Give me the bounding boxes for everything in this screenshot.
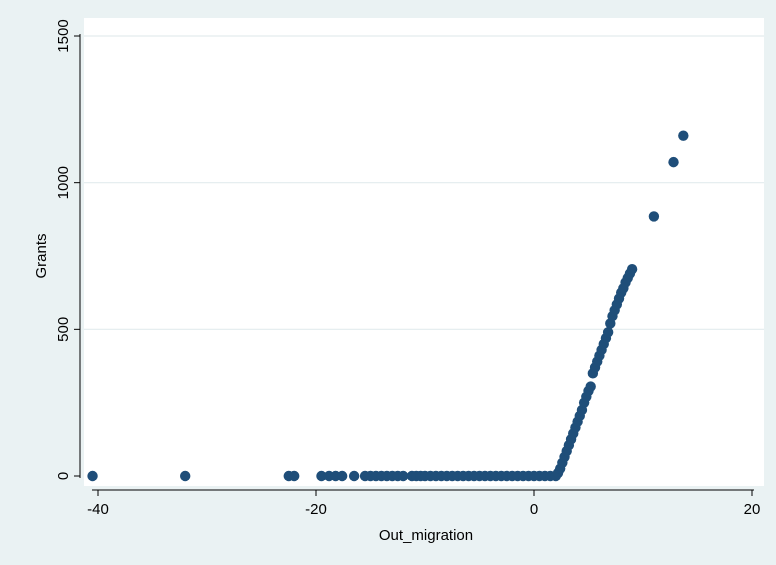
data-point <box>668 156 679 168</box>
x-axis-title: Out_migration <box>379 527 473 544</box>
data-point <box>87 470 98 482</box>
plot-area <box>84 18 764 486</box>
data-point <box>336 470 348 482</box>
x-tick-label-20: 20 <box>744 501 761 518</box>
data-point <box>180 470 191 482</box>
y-tick-label-1500: 1500 <box>55 19 72 52</box>
y-tick-label-1000: 1000 <box>55 166 72 199</box>
y-tick-label-0: 0 <box>55 472 72 480</box>
data-point <box>626 264 638 275</box>
y-tick-label-500: 500 <box>55 317 72 342</box>
gridlines <box>84 35 764 330</box>
x-tick-label--40: -40 <box>87 501 109 518</box>
data-point <box>289 470 300 482</box>
data-point <box>602 327 614 338</box>
data-point <box>316 470 327 482</box>
data-point <box>585 381 596 392</box>
data-point <box>648 211 660 222</box>
data-point <box>678 130 689 141</box>
y-axis-title: Grants <box>33 233 50 278</box>
x-tick-label--20: -20 <box>305 501 327 518</box>
data-points <box>87 130 689 482</box>
axes: 0 500 1000 1500 -40 -20 0 20 <box>55 19 760 518</box>
data-point <box>398 470 409 482</box>
x-tick-label-0: 0 <box>530 501 538 518</box>
data-point <box>348 470 360 482</box>
